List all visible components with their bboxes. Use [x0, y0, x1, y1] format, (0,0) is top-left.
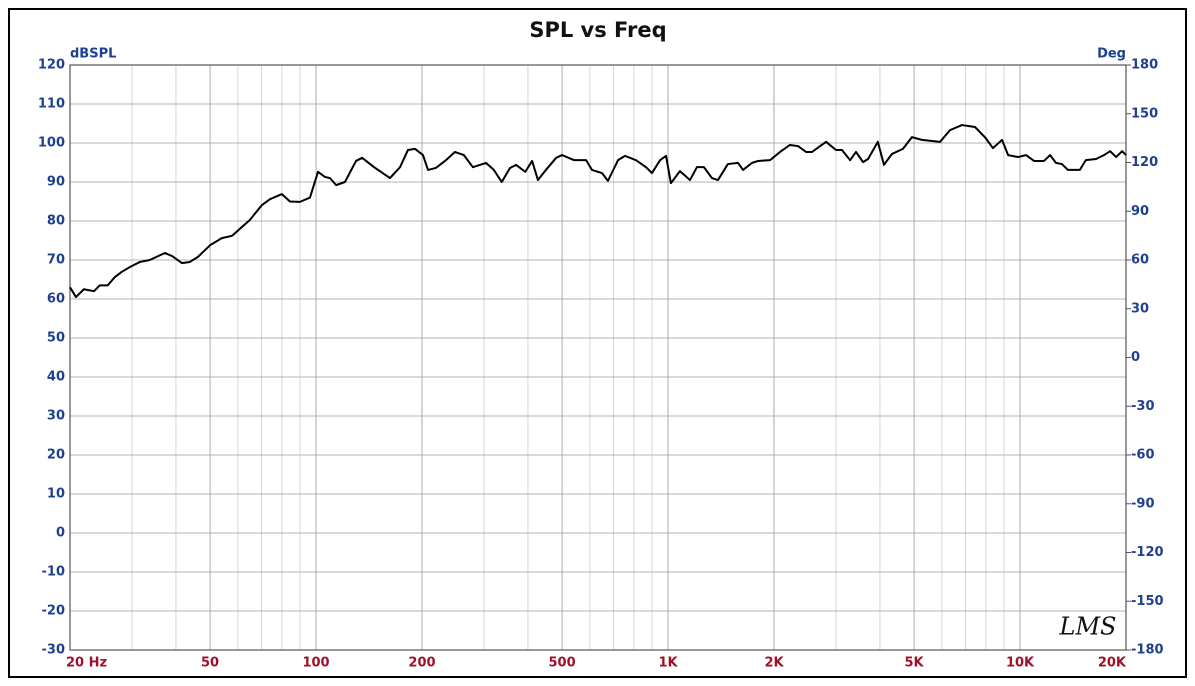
x-tick-label: 200	[408, 656, 435, 671]
y-tick-label: -10	[42, 565, 66, 580]
plot-border	[69, 64, 1127, 651]
y2-tick-label: -150	[1131, 594, 1164, 609]
frame	[8, 8, 1187, 678]
y2-tick-label: 0	[1131, 350, 1140, 365]
y-tick-label: 120	[38, 58, 65, 73]
y-tick-label: 40	[47, 370, 65, 385]
y2-axis-label: Deg	[1097, 47, 1126, 62]
y-tick-label: 20	[47, 448, 65, 463]
y2-tick-label: 60	[1131, 253, 1149, 268]
x-tick-label: 1K	[658, 656, 678, 671]
x-tick-label: 5K	[905, 656, 925, 671]
y-tick-label: -20	[42, 604, 66, 619]
y-tick-label: 0	[56, 526, 65, 541]
y-tick-label: 80	[47, 214, 65, 229]
y2-tick-label: -180	[1131, 643, 1164, 658]
y2-tick-label: -120	[1131, 545, 1164, 560]
x-tick-label: 2K	[764, 656, 784, 671]
y2-tick-label: 150	[1131, 106, 1158, 121]
x-tick-label: 500	[549, 656, 576, 671]
y-tick-label: 90	[47, 175, 65, 190]
y2-tick-label: 30	[1131, 301, 1149, 316]
x-tick-label: 100	[302, 656, 329, 671]
x-tick-label: 50	[201, 656, 219, 671]
y-tick-label: 60	[47, 292, 65, 307]
y2-tick-label: 180	[1131, 58, 1158, 73]
y-tick-label: 70	[47, 253, 65, 268]
y-axis-label: dBSPL	[70, 47, 116, 62]
y-tick-label: 110	[38, 97, 65, 112]
y-tick-label: 100	[38, 136, 65, 151]
y2-tick-label: -30	[1131, 399, 1155, 414]
y-tick-label: 50	[47, 331, 65, 346]
y-tick-label: -30	[42, 643, 66, 658]
x-tick-label: 20K	[1098, 656, 1127, 671]
x-tick-label: 10K	[1006, 656, 1035, 671]
y2-tick-label: -90	[1131, 496, 1155, 511]
y2-tick-label: 90	[1131, 204, 1149, 219]
y-tick-label: 30	[47, 409, 65, 424]
spl-line	[69, 124, 1127, 299]
y2-tick-label: 120	[1131, 155, 1158, 170]
y2-tick-label: -60	[1131, 448, 1155, 463]
chart-title: SPL vs Freq	[529, 18, 666, 42]
watermark: LMS	[1059, 613, 1117, 641]
x-tick-label: 20 Hz	[66, 656, 107, 671]
y-tick-label: 10	[47, 487, 65, 502]
